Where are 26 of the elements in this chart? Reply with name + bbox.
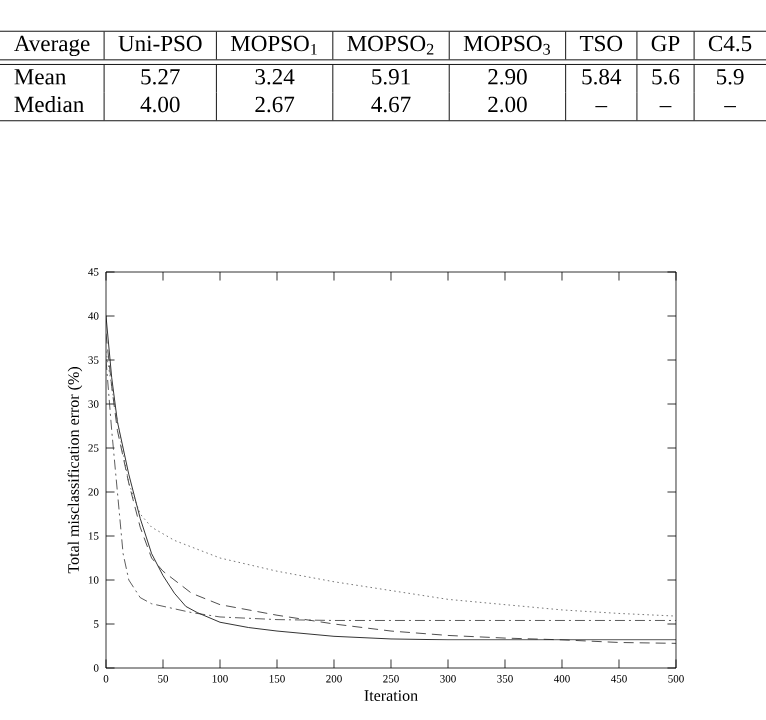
text: 5.91	[372, 69, 410, 85]
text: 2.67	[255, 96, 295, 113]
category-label: C4.5	[708, 35, 752, 52]
category-label: TSO	[579, 35, 623, 52]
category-label: Uni-PSO	[118, 35, 202, 52]
text: 5.27	[141, 69, 180, 85]
text: –	[659, 106, 672, 108]
text: 3.24	[255, 69, 295, 85]
category-label: MOPSO$_{1}$	[230, 35, 317, 55]
category-label: Average	[14, 35, 90, 57]
text: 2.00	[488, 96, 527, 113]
text: 4.00	[140, 96, 180, 113]
text: 5.84	[582, 68, 622, 85]
text: 2.90	[488, 68, 527, 85]
text: –	[724, 106, 736, 108]
text: 4.67	[371, 96, 411, 113]
category-label: MOPSO$_{3}$	[463, 35, 551, 55]
category-label: MOPSO$_{2}$	[347, 35, 434, 55]
y-axis-title: Total misclassification error (%)	[67, 367, 83, 574]
text: Mean	[14, 69, 67, 85]
x-axis-title: Iteration	[364, 690, 418, 701]
text: 5.9	[716, 69, 744, 85]
category-label: GP	[651, 35, 680, 52]
text: 5.6	[652, 69, 680, 85]
text: Median	[14, 95, 84, 113]
text: –	[595, 106, 608, 108]
